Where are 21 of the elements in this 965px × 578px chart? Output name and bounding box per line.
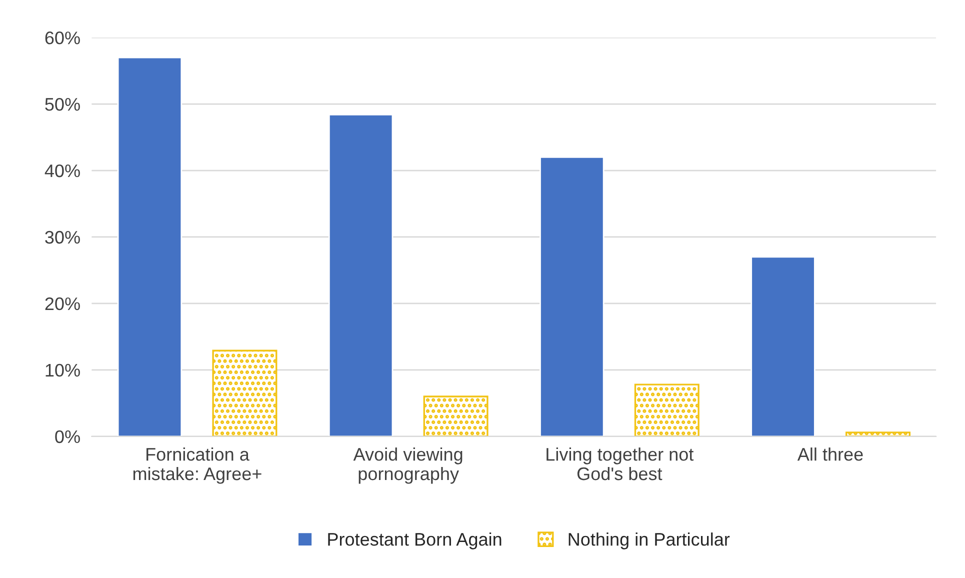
legend-label: Nothing in Particular	[568, 532, 730, 550]
bar	[634, 384, 700, 436]
bar	[846, 432, 910, 436]
bar	[750, 256, 816, 436]
bar	[328, 114, 394, 436]
y-tick-label: 40%	[44, 164, 80, 178]
bar	[540, 156, 604, 436]
y-tick-label: 50%	[45, 98, 80, 111]
y-tick-label: 60%	[45, 32, 80, 44]
y-tick-label: 0%	[55, 430, 80, 444]
legend-label: Protestant Born Again	[328, 532, 502, 550]
x-tick-label: All three	[797, 448, 863, 461]
y-tick-label: 30%	[45, 230, 80, 244]
x-tick-label: Avoid viewing pornography	[353, 448, 462, 484]
bar	[423, 396, 488, 436]
bar	[212, 350, 278, 436]
x-tick-label: Living together not God's best	[546, 448, 694, 480]
y-tick-label: 20%	[45, 297, 80, 310]
y-tick-label: 10%	[46, 364, 80, 377]
bar	[117, 56, 182, 436]
x-tick-label: Fornication a mistake: Agree+	[133, 448, 262, 484]
